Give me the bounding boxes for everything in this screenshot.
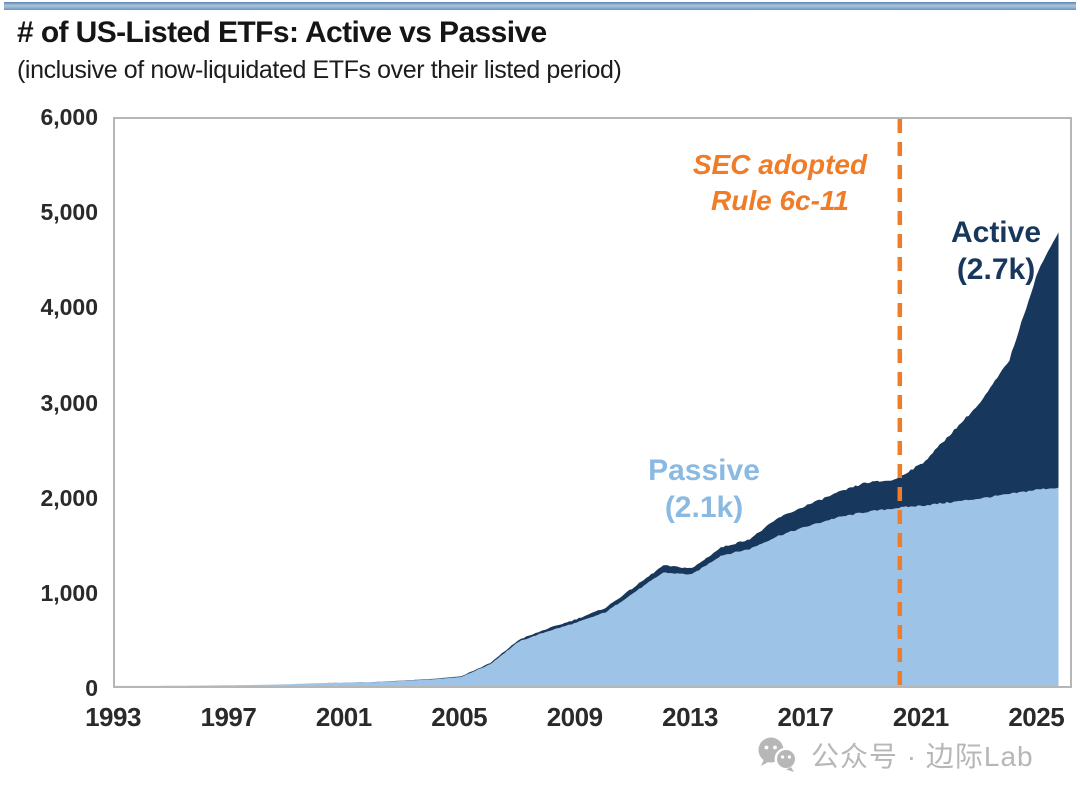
chart-canvas	[115, 119, 1059, 686]
y-tick-label: 6,000	[40, 104, 98, 130]
x-tick-label: 2001	[315, 702, 372, 732]
y-tick-label: 3,000	[40, 389, 98, 416]
sec-rule-annotation: SEC adopted Rule 6c-11	[692, 149, 868, 216]
x-tick-label: 1997	[200, 702, 257, 732]
y-tick-label: 0	[85, 675, 98, 701]
top-accent-bar	[4, 2, 1076, 10]
passive-series-label: Passive (2.1k)	[648, 454, 760, 524]
watermark-text: 公众号 · 边际Lab	[811, 741, 1034, 772]
active-series-label: Active (2.7k)	[950, 216, 1042, 286]
x-tick-label: 2017	[777, 702, 834, 732]
x-tick-label: 1993	[85, 702, 141, 732]
watermark: 公众号 · 边际Lab	[756, 735, 1034, 775]
y-tick-label: 4,000	[40, 294, 98, 321]
wechat-icon	[758, 737, 798, 772]
x-tick-label: 2025	[1008, 702, 1065, 732]
y-tick-label: 2,000	[40, 484, 98, 511]
x-tick-label: 2005	[431, 702, 488, 732]
plot-area	[113, 117, 1072, 688]
page-title: # of US-Listed ETFs: Active vs Passive	[17, 16, 547, 49]
x-tick-label: 2013	[662, 702, 718, 732]
y-tick-label: 1,000	[40, 579, 98, 606]
x-tick-label: 2021	[892, 702, 949, 732]
passive-area	[115, 487, 1059, 686]
x-tick-label: 2009	[546, 702, 603, 732]
y-tick-label: 5,000	[40, 199, 98, 226]
page-subtitle: (inclusive of now-liquidated ETFs over t…	[17, 56, 622, 84]
